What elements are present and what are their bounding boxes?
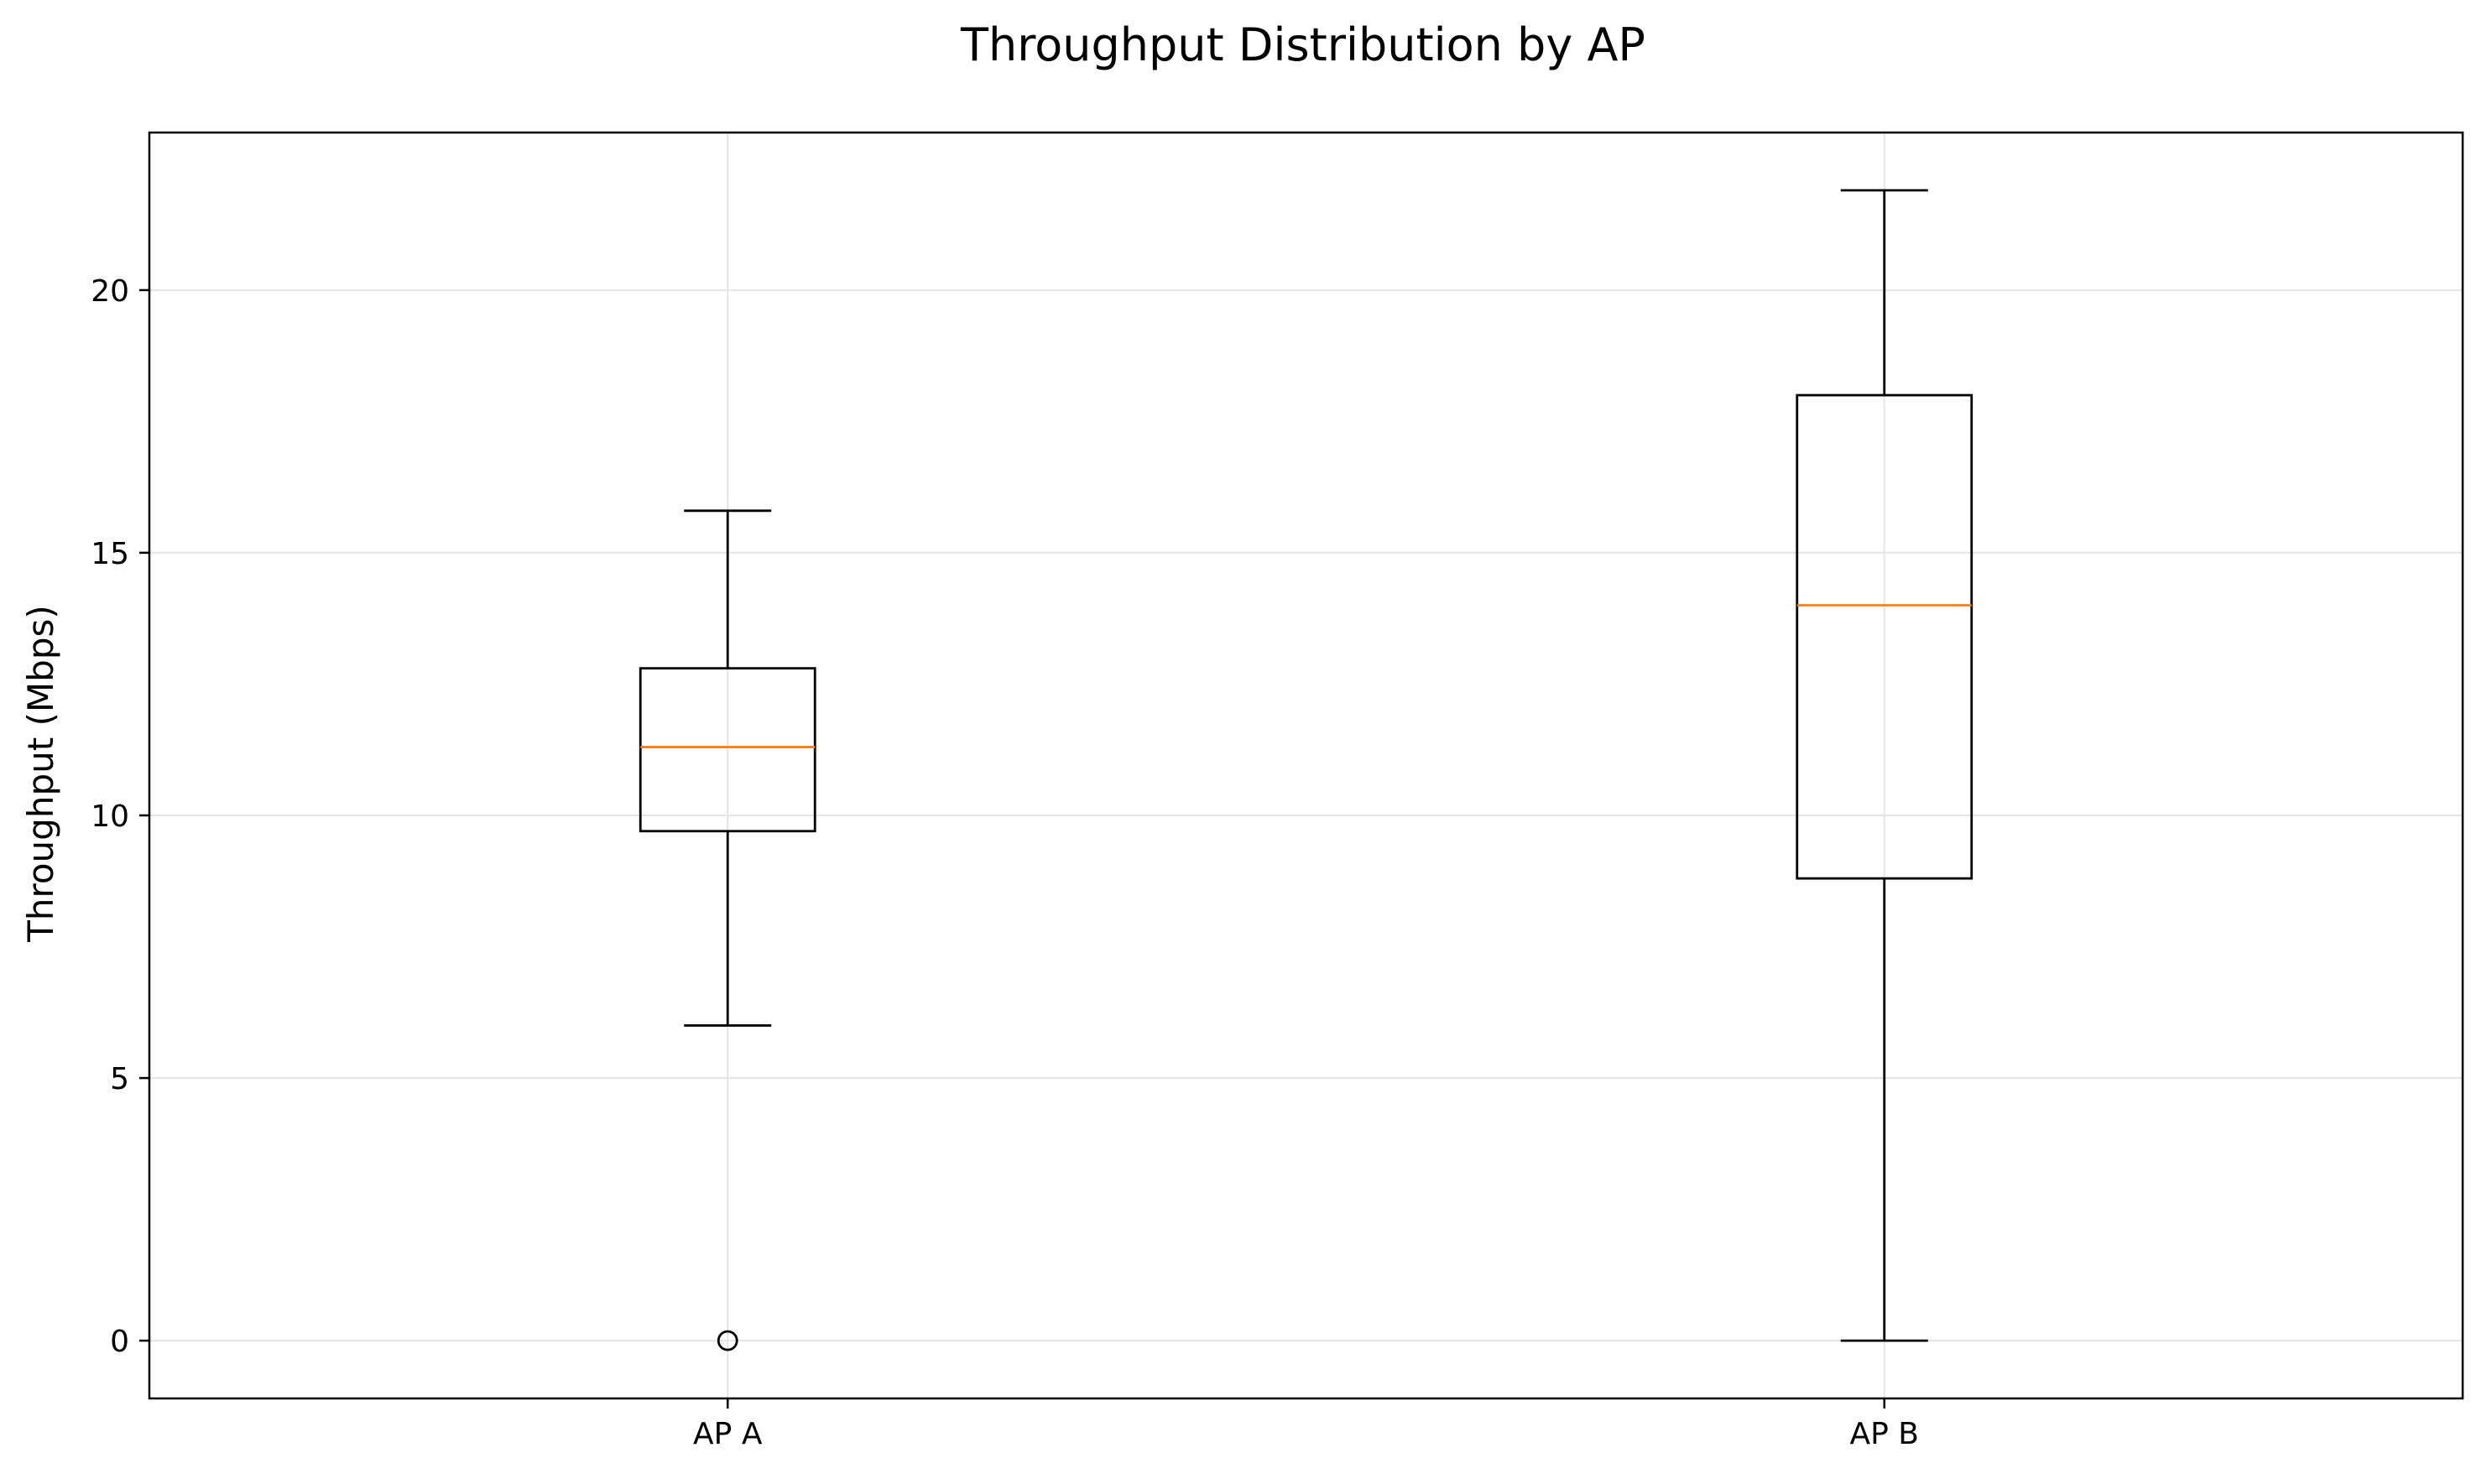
outlier-point [717, 1330, 738, 1351]
x-tick-label: AP A [693, 1417, 763, 1451]
plot-area-frame [148, 131, 2464, 1400]
axis-ticks: 0 5 10 15 20 AP A AP B [91, 274, 1919, 1451]
x-tick-label: AP B [1850, 1417, 1919, 1451]
box-group [1796, 189, 1973, 1342]
y-tick-label: 0 [110, 1325, 129, 1359]
grid [149, 133, 2463, 1398]
y-tick-label: 10 [91, 799, 129, 834]
y-tick-label: 15 [91, 537, 129, 571]
y-axis-label: Throughput (Mbps) [20, 605, 61, 943]
boxes [639, 189, 1973, 1351]
y-tick-label: 20 [91, 274, 129, 309]
chart-title: Throughput Distribution by AP [960, 18, 1645, 71]
box-group [639, 509, 816, 1351]
iqr-box [639, 667, 816, 833]
y-tick-label: 5 [110, 1062, 129, 1096]
iqr-box [1796, 393, 1973, 880]
